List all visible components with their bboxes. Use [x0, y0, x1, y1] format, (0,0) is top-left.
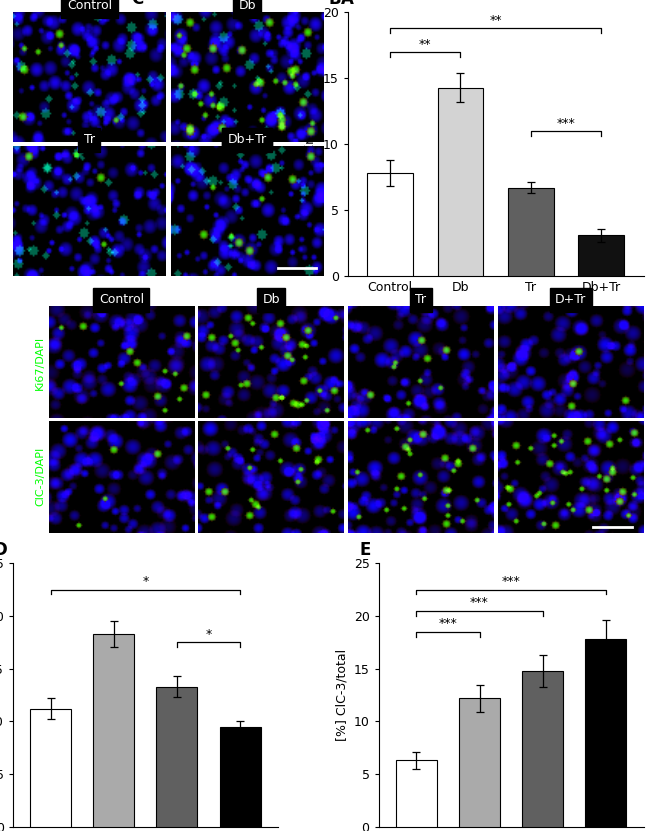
Bar — [508, 188, 554, 276]
Title: Control: Control — [67, 0, 112, 12]
Bar — [157, 686, 198, 827]
Text: A: A — [341, 0, 354, 8]
Text: **: ** — [489, 14, 502, 27]
Title: Control: Control — [99, 293, 144, 306]
Y-axis label: [%] p-Erk/total: [%] p-Erk/total — [304, 99, 317, 190]
Title: D+Tr: D+Tr — [555, 293, 586, 306]
Text: ***: *** — [470, 597, 489, 609]
Text: ***: *** — [502, 575, 521, 588]
Bar — [578, 235, 624, 276]
Text: E: E — [359, 541, 370, 559]
Text: ***: *** — [439, 617, 458, 631]
Title: Db: Db — [263, 293, 280, 306]
Bar — [522, 671, 563, 827]
Text: *: * — [205, 628, 212, 641]
Text: Ki67/DAPI: Ki67/DAPI — [35, 336, 45, 390]
Text: **: ** — [419, 37, 432, 51]
Bar — [367, 173, 413, 276]
Title: Tr: Tr — [84, 133, 95, 146]
Bar — [31, 709, 72, 827]
Title: Db+Tr: Db+Tr — [227, 133, 266, 146]
Text: D: D — [0, 541, 7, 559]
Bar — [459, 698, 500, 827]
Text: *: * — [142, 575, 149, 588]
Text: ***: *** — [556, 116, 575, 130]
Title: Db: Db — [239, 0, 256, 12]
Bar — [396, 760, 437, 827]
Title: Tr: Tr — [415, 293, 426, 306]
Bar — [585, 639, 626, 827]
Text: ClC-3/DAPI: ClC-3/DAPI — [35, 447, 45, 506]
Title: Db+Tr: Db+Tr — [227, 133, 266, 146]
Bar — [94, 634, 135, 827]
Text: C: C — [131, 0, 144, 8]
Text: B: B — [328, 0, 341, 8]
Y-axis label: [%] ClC-3/total: [%] ClC-3/total — [335, 649, 348, 741]
Bar — [220, 727, 261, 827]
Bar — [437, 87, 484, 276]
